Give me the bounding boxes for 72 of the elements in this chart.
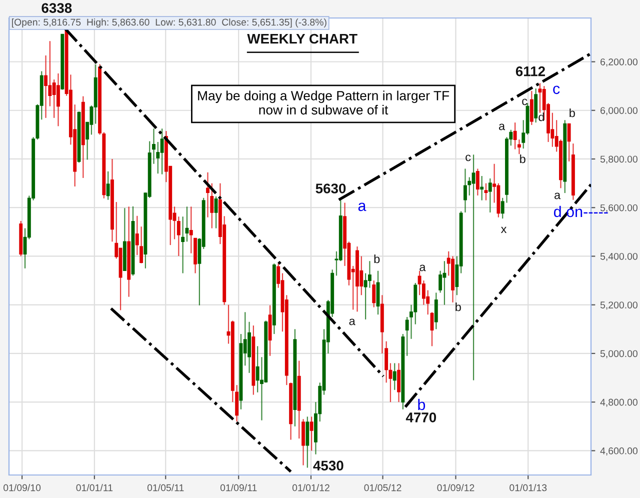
y-tick-label: 4,600.00 (600, 447, 638, 456)
annotation: 4770 (406, 412, 436, 422)
y-tick-label: 5,200.00 (600, 302, 638, 310)
candlestick (513, 122, 517, 150)
candlestick (44, 54, 48, 118)
annotation: [Open: 5,816.75 High: 5,863.60 Low: 5,631.80 Close: 5,651.35] (-3.8%) (12, 18, 326, 28)
candlestick (140, 226, 144, 264)
annotation: a (420, 264, 426, 272)
annotation: c (522, 98, 528, 106)
candlestick (302, 418, 305, 466)
annotation: a (554, 192, 561, 200)
y-tick-label: 4,800.00 (600, 398, 638, 407)
annotation: 4530 (313, 460, 344, 471)
candlestick (310, 416, 314, 452)
candlestick (397, 362, 401, 403)
y-tick-label: 5,000.00 (600, 350, 638, 358)
candlestick (464, 168, 467, 214)
annotation: c (553, 86, 560, 94)
candlestick (189, 206, 193, 254)
x-tick-label: 01/09/10 (4, 484, 41, 492)
candlestick (438, 270, 442, 294)
x-tick-label: 01/09/12 (437, 484, 474, 492)
candlestick (56, 72, 60, 127)
candlestick (442, 260, 446, 306)
y-tick-label: 5,800.00 (600, 156, 638, 164)
annotation: a (358, 202, 366, 212)
x-tick-label: 01/01/12 (292, 484, 330, 492)
candlestick (480, 175, 484, 201)
candlestick (368, 260, 372, 288)
annotation: a (498, 124, 506, 130)
candlestick (530, 90, 534, 126)
annotation: b (520, 154, 526, 164)
candlestick (372, 280, 376, 308)
candlestick (488, 178, 492, 214)
annotation: b (570, 108, 575, 118)
annotation: b (456, 302, 461, 312)
candlestick (476, 168, 480, 196)
candlestick (160, 128, 164, 175)
annotation: May be doing a Wedge Pattern in larger TF now in d subwave of it (198, 90, 450, 115)
candlestick (472, 154, 476, 381)
candlestick (534, 88, 538, 124)
x-tick-label: 01/09/11 (220, 484, 257, 492)
annotation: b (418, 398, 426, 410)
candlestick (567, 123, 571, 162)
candlestick (434, 292, 438, 330)
x-tick-label: 01/01/13 (510, 484, 547, 492)
x-tick-label: 01/05/12 (364, 484, 402, 492)
candlestick (306, 416, 310, 468)
candlestick (206, 172, 210, 218)
candlestick (214, 196, 218, 229)
x-tick-label: 01/05/11 (147, 484, 184, 492)
annotation: 5630 (316, 184, 346, 194)
candlestick (235, 384, 239, 422)
text: WEEKLY CHART (247, 34, 358, 44)
candlestick (176, 216, 180, 257)
y-tick-label: 6,200.00 (600, 58, 638, 67)
x-tick-label: 01/01/11 (76, 484, 113, 492)
annotation: b (374, 254, 380, 264)
annotation: 6338 (42, 3, 72, 13)
annotation: 6112 (516, 66, 545, 76)
candlestick (484, 182, 488, 201)
candlestick (181, 216, 185, 274)
candlestick (422, 280, 426, 306)
annotation: a (349, 318, 356, 326)
y-tick-label: 6,000.00 (600, 107, 638, 116)
candlestick (392, 362, 396, 390)
annotation: c (466, 154, 471, 162)
annotation: x (500, 226, 507, 234)
candlestick (384, 340, 388, 384)
candlestick (106, 170, 110, 200)
candlestick (538, 82, 542, 114)
y-tick-label: 5,400.00 (600, 252, 638, 261)
